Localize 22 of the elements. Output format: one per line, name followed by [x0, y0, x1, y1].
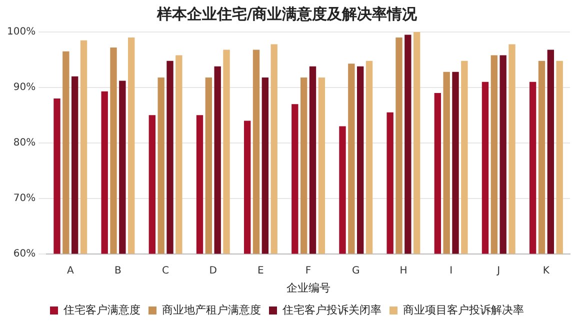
x-tick-label: F: [305, 265, 312, 276]
x-tick-label: I: [450, 265, 453, 276]
x-axis-title: 企业编号: [286, 281, 330, 294]
x-tick-label: G: [352, 265, 360, 276]
x-tick-label: H: [400, 265, 408, 276]
x-tick-label: D: [209, 265, 218, 276]
y-tick-label: 100%: [6, 26, 36, 38]
legend-label: 商业地产租户满意度: [162, 303, 261, 316]
legend-label: 住宅客户投诉关闭率: [282, 303, 382, 316]
x-tick-label: K: [542, 265, 550, 276]
y-tick-label: 80%: [13, 137, 36, 148]
x-tick-label: C: [162, 265, 170, 276]
chart-title: 样本企业住宅/商业满意度及解决率情况: [156, 4, 418, 23]
legend-label: 住宅客户满意度: [64, 303, 140, 316]
x-tick-label: E: [258, 265, 264, 276]
y-tick-label: 90%: [13, 82, 36, 94]
x-tick-label: J: [496, 265, 500, 276]
x-tick-label: A: [66, 265, 74, 276]
x-tick-label: B: [114, 265, 122, 276]
legend-label: 商业项目客户投诉解决率: [403, 303, 524, 316]
y-tick-label: 60%: [13, 248, 36, 260]
y-tick-label: 70%: [13, 192, 36, 204]
